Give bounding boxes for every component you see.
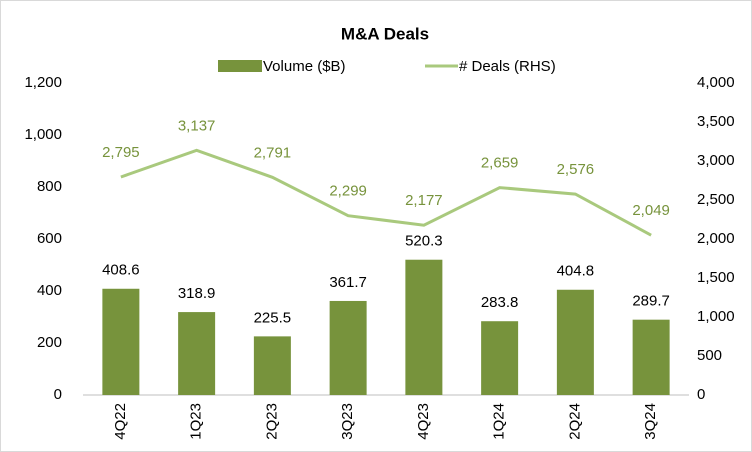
x-tick-label: 3Q24 — [642, 403, 659, 440]
x-tick-label: 3Q23 — [339, 403, 356, 440]
line-value-label: 2,049 — [632, 202, 670, 219]
bar-value-label: 225.5 — [254, 309, 292, 326]
y2-tick-label: 3,000 — [697, 152, 735, 169]
x-tick-label: 1Q23 — [188, 403, 205, 440]
y2-tick-label: 4,000 — [697, 74, 735, 91]
bar — [102, 288, 140, 395]
line-value-label: 2,791 — [254, 144, 292, 161]
bar-value-label: 318.9 — [178, 285, 216, 302]
legend-label: Volume ($B) — [263, 58, 346, 75]
line-value-label: 2,659 — [481, 155, 519, 172]
y-tick-label: 600 — [37, 230, 62, 247]
y-tick-label: 1,000 — [24, 126, 62, 143]
bar — [556, 289, 594, 395]
bar-value-label: 289.7 — [632, 293, 670, 310]
line-value-label: 2,795 — [102, 144, 140, 161]
x-tick-label: 4Q23 — [415, 403, 432, 440]
x-tick-label: 2Q24 — [566, 403, 583, 440]
y2-tick-label: 2,000 — [697, 230, 735, 247]
y2-tick-label: 1,500 — [697, 269, 735, 286]
x-tick-label: 4Q22 — [112, 403, 129, 440]
bar — [632, 319, 670, 395]
y-tick-label: 800 — [37, 178, 62, 195]
line-value-label: 2,576 — [557, 161, 595, 178]
x-tick-label: 1Q24 — [491, 403, 508, 440]
bar-value-label: 408.6 — [102, 262, 140, 279]
legend-label: # Deals (RHS) — [459, 58, 556, 75]
y-tick-label: 200 — [37, 334, 62, 351]
y2-tick-label: 2,500 — [697, 191, 735, 208]
bar-value-label: 520.3 — [405, 233, 443, 250]
y2-tick-label: 500 — [697, 347, 722, 364]
bar — [178, 312, 216, 395]
y-tick-label: 1,200 — [24, 74, 62, 91]
y2-tick-label: 0 — [697, 386, 705, 403]
bar — [481, 321, 519, 395]
chart-title: M&A Deals — [341, 24, 429, 43]
line-value-label: 2,177 — [405, 192, 443, 209]
line-value-label: 2,299 — [329, 183, 367, 200]
bar-value-label: 283.8 — [481, 294, 519, 311]
bar — [329, 300, 367, 395]
x-tick-label: 2Q23 — [263, 403, 280, 440]
bar — [253, 336, 291, 395]
bar — [405, 259, 443, 395]
bar-value-label: 361.7 — [329, 274, 367, 291]
line — [120, 148, 652, 237]
y-tick-label: 0 — [54, 386, 62, 403]
bar-value-label: 404.8 — [557, 263, 595, 280]
line-value-label: 3,137 — [178, 117, 216, 134]
y2-tick-label: 3,500 — [697, 113, 735, 130]
y-tick-label: 400 — [37, 282, 62, 299]
y2-tick-label: 1,000 — [697, 308, 735, 325]
legend-swatch — [218, 60, 262, 72]
